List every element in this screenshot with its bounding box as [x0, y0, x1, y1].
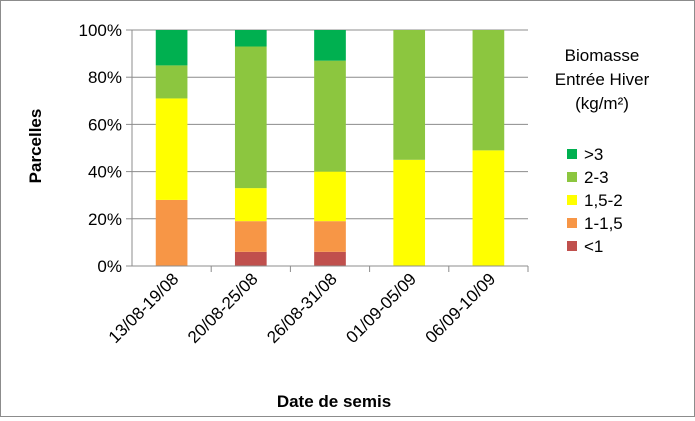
- x-tick-label: 13/08-19/08: [105, 269, 183, 347]
- bar-segment: [155, 199, 188, 266]
- bar-segment: [155, 65, 188, 99]
- bar-segment: [393, 159, 426, 266]
- bar-segment: [314, 251, 346, 266]
- legend-swatch: [567, 149, 577, 159]
- legend-label: 1-1,5: [584, 214, 623, 233]
- legend-label: 1,5-2: [584, 191, 623, 210]
- bar-segment: [155, 30, 188, 66]
- x-tick-label: 20/08-25/08: [184, 269, 262, 347]
- legend-label: >3: [584, 145, 603, 164]
- bar-segment: [234, 221, 267, 252]
- y-tick-label: 80%: [88, 68, 122, 87]
- legend: Biomasse Entrée Hiver (kg/m²) >3 2-3 1,5-2 1-1…: [555, 46, 650, 256]
- legend-swatch: [567, 241, 577, 251]
- y-tick-labels: 0% 20% 40% 60% 80% 100%: [79, 21, 122, 276]
- bars: [155, 30, 505, 266]
- bar-segment: [472, 30, 505, 151]
- legend-label: <1: [584, 237, 603, 256]
- legend-title: Biomasse: [565, 46, 640, 65]
- legend-swatch: [567, 218, 577, 228]
- bar-segment: [314, 60, 346, 172]
- y-tick-label: 0%: [97, 257, 122, 276]
- x-tick-label: 01/09-05/09: [342, 269, 420, 347]
- bar-segment: [234, 46, 267, 189]
- bar-segment: [234, 251, 267, 266]
- bar-segment: [472, 150, 505, 266]
- x-axis-label: Date de semis: [277, 392, 391, 411]
- bar-segment: [393, 30, 426, 160]
- axes: [126, 29, 529, 272]
- bar-segment: [314, 221, 346, 252]
- bar-segment: [155, 98, 188, 200]
- bar-segment: [314, 30, 346, 61]
- x-tick-label: 26/08-31/08: [263, 269, 341, 347]
- y-axis-label: Parcelles: [26, 109, 45, 184]
- x-tick-labels: 13/08-19/08 20/08-25/08 26/08-31/08 01/09-0…: [105, 269, 499, 347]
- y-tick-label: 100%: [79, 21, 122, 40]
- legend-label: 2-3: [584, 168, 609, 187]
- bar-segment: [234, 188, 267, 222]
- legend-swatch: [567, 172, 577, 182]
- bar-segment: [314, 171, 346, 222]
- bar-segment: [234, 30, 267, 47]
- legend-title: Entrée Hiver: [555, 70, 650, 89]
- y-tick-label: 20%: [88, 210, 122, 229]
- y-tick-label: 40%: [88, 163, 122, 182]
- legend-swatch: [567, 195, 577, 205]
- x-tick-label: 06/09-10/09: [422, 269, 500, 347]
- legend-title: (kg/m²): [575, 94, 629, 113]
- y-tick-label: 60%: [88, 115, 122, 134]
